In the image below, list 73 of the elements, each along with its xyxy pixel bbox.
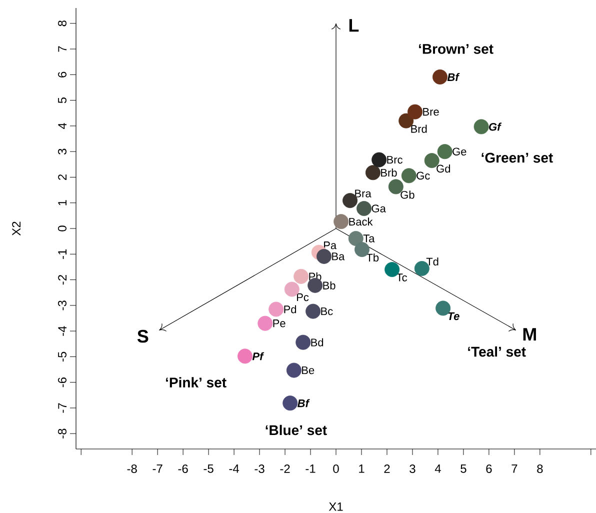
annotation: L bbox=[349, 19, 359, 32]
annotation: Brb bbox=[381, 168, 397, 177]
annotation: Tc bbox=[396, 274, 407, 282]
x-tick-label: -4 bbox=[229, 464, 240, 473]
x-tick-label: 5 bbox=[460, 464, 466, 473]
annotation: Gf bbox=[489, 122, 502, 131]
annotation: Pf bbox=[252, 352, 264, 360]
annotation: M bbox=[523, 328, 536, 340]
y-tick-label: -4 bbox=[58, 326, 66, 336]
annotation: Tb bbox=[366, 253, 379, 262]
annotation: Pe bbox=[273, 320, 286, 328]
annotation: Te bbox=[448, 312, 460, 320]
x-tick-label: 0 bbox=[333, 464, 339, 474]
annotation: Pa bbox=[324, 242, 337, 250]
annotation: Bra bbox=[355, 190, 372, 198]
y-tick-label: 8 bbox=[58, 20, 66, 26]
annotation: Bf bbox=[447, 72, 460, 81]
annotation: Ge bbox=[452, 148, 466, 156]
x-tick-label: 2 bbox=[384, 464, 390, 473]
annotation: Gc bbox=[416, 172, 430, 180]
x-tick-label: -2 bbox=[280, 464, 290, 473]
annotation: Brd bbox=[411, 124, 427, 133]
annotation: Be bbox=[302, 366, 314, 374]
annotation: Gb bbox=[400, 190, 414, 199]
y-axis-title: X2 bbox=[12, 222, 20, 236]
annotation: Bb bbox=[323, 281, 336, 290]
annotation: Back bbox=[349, 218, 373, 226]
y-tick-label: 1 bbox=[58, 200, 66, 206]
annotation: Td bbox=[426, 257, 438, 266]
y-tick-label: -1 bbox=[58, 249, 66, 259]
annotation: Bf bbox=[298, 399, 310, 408]
annotation: Bc bbox=[321, 307, 333, 316]
x-tick-label: 1 bbox=[359, 464, 364, 473]
annotation: Ba bbox=[332, 252, 345, 260]
annotation: Ta bbox=[363, 234, 375, 242]
x-tick-label: 8 bbox=[537, 464, 543, 474]
annotation: Bd bbox=[311, 338, 324, 346]
series-label: ‘Pink’ set bbox=[166, 377, 226, 388]
annotation: Pc bbox=[297, 293, 309, 302]
annotation: Ga bbox=[372, 204, 386, 212]
text: ‘Teal’ set bbox=[468, 346, 526, 357]
y-tick-label: 4 bbox=[58, 122, 66, 129]
y-tick-label: 6 bbox=[58, 72, 66, 78]
series-label: ‘Green’ set bbox=[482, 152, 553, 163]
y-tick-label: -5 bbox=[58, 352, 66, 362]
y-tick-label: 2 bbox=[58, 174, 66, 180]
y-tick-label: -2 bbox=[58, 275, 66, 285]
y-tick-label: 5 bbox=[58, 97, 66, 104]
annotation: S bbox=[137, 330, 148, 343]
x-tick-label: 7 bbox=[512, 464, 518, 473]
x-axis-title: X1 bbox=[328, 502, 343, 511]
x-tick-label: 6 bbox=[486, 464, 492, 474]
y-tick-label: -7 bbox=[58, 403, 66, 413]
x-tick-label: -6 bbox=[178, 464, 188, 474]
x-tick-label: 4 bbox=[434, 464, 441, 473]
y-tick-label: 7 bbox=[58, 46, 66, 52]
x-tick-label: -8 bbox=[127, 464, 137, 474]
series-label: ‘Brown’ set bbox=[419, 44, 494, 54]
x-tick-label: 3 bbox=[410, 464, 416, 474]
series-label: ‘Blue’ set bbox=[266, 424, 327, 436]
y-tick-label: -3 bbox=[58, 300, 66, 310]
x-tick-label: -3 bbox=[254, 464, 264, 474]
x-tick-label: -1 bbox=[306, 464, 316, 473]
x-tick-label: -5 bbox=[204, 464, 214, 473]
y-tick-label: -8 bbox=[58, 428, 66, 438]
annotation: Brc bbox=[387, 156, 402, 164]
annotation: Bre bbox=[423, 108, 439, 116]
annotation: Gd bbox=[436, 164, 450, 173]
x-tick-label: -7 bbox=[152, 464, 162, 473]
annotation: Pd bbox=[284, 305, 296, 314]
y-tick-label: 0 bbox=[58, 226, 66, 232]
y-tick-label: 3 bbox=[58, 148, 66, 154]
y-tick-label: -6 bbox=[58, 378, 66, 388]
